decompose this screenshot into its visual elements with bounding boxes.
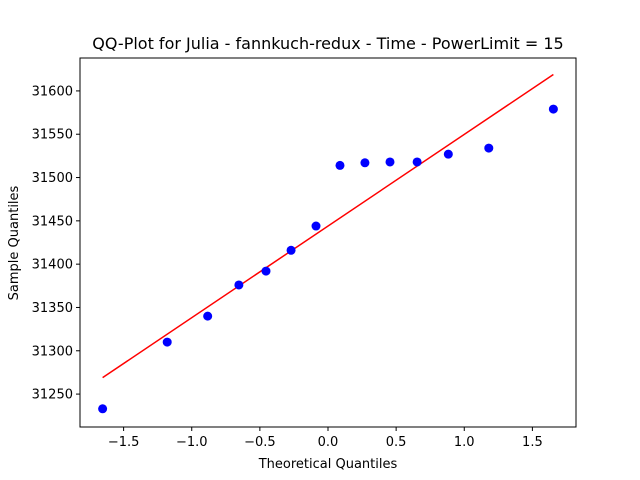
x-tick-label: −1.0 — [176, 435, 208, 450]
x-tick-label: 1.5 — [522, 435, 543, 450]
data-point — [286, 245, 296, 255]
data-point — [98, 404, 108, 414]
data-point — [443, 149, 453, 159]
y-tick-label: 31250 — [32, 388, 73, 403]
y-tick-label: 31400 — [32, 258, 73, 273]
reference-line — [102, 73, 554, 379]
data-point — [311, 221, 321, 231]
y-tick-label: 31600 — [32, 84, 73, 99]
data-point — [385, 157, 395, 167]
data-point — [162, 337, 172, 347]
x-axis-ticks: −1.5 −1.0 −0.5 0.0 0.5 1.0 1.5 — [108, 427, 543, 450]
data-point — [234, 280, 244, 290]
data-point — [412, 157, 422, 167]
data-point — [548, 104, 558, 114]
data-point — [335, 160, 345, 170]
plot-area — [98, 73, 558, 414]
x-tick-label: 1.0 — [454, 435, 475, 450]
y-tick-label: 31550 — [32, 128, 73, 143]
y-axis-label: Sample Quantiles — [7, 185, 22, 300]
x-tick-label: −0.5 — [244, 435, 276, 450]
y-axis-ticks: 31250 31300 31350 31400 31450 31500 31550 31600 — [32, 84, 80, 403]
x-tick-label: 0.0 — [318, 435, 339, 450]
y-tick-label: 31450 — [32, 214, 73, 229]
data-point — [261, 266, 271, 276]
data-point — [484, 143, 494, 153]
y-tick-label: 31500 — [32, 171, 73, 186]
chart-title: QQ-Plot for Julia - fannkuch-redux - Tim… — [92, 34, 563, 53]
data-point — [203, 311, 213, 321]
axes-frame — [79, 57, 577, 428]
y-tick-label: 31300 — [32, 344, 73, 359]
y-tick-label: 31350 — [32, 301, 73, 316]
x-tick-label: 0.5 — [386, 435, 407, 450]
x-axis-label: Theoretical Quantiles — [258, 457, 398, 472]
data-point — [360, 158, 370, 168]
x-tick-label: −1.5 — [108, 435, 140, 450]
